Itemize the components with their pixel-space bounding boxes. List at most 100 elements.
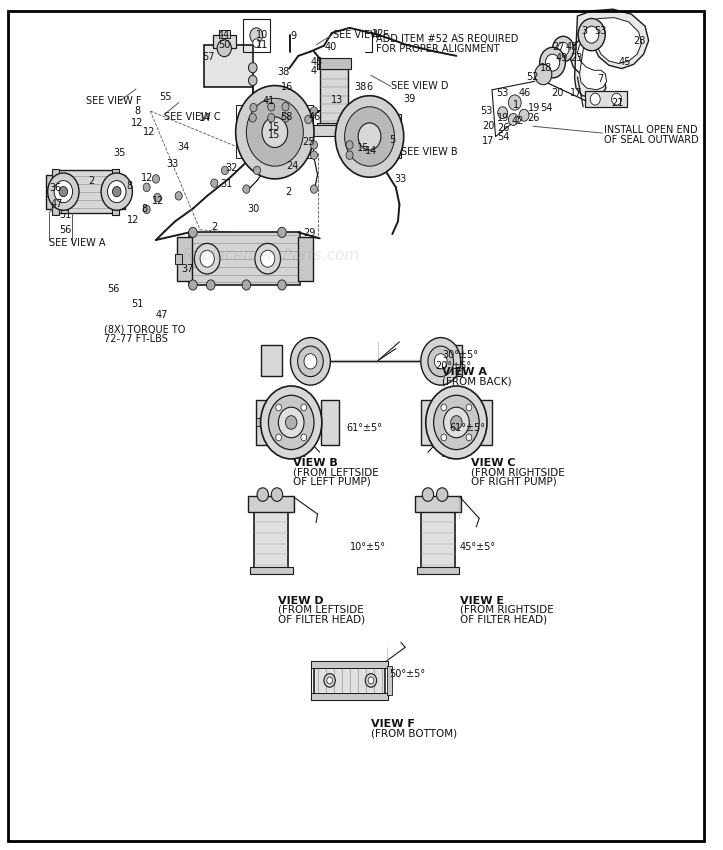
Circle shape [254, 166, 260, 174]
Circle shape [194, 243, 220, 274]
Circle shape [335, 96, 403, 177]
Circle shape [444, 407, 469, 438]
Text: 46: 46 [308, 112, 320, 122]
Text: 31: 31 [220, 179, 232, 189]
Bar [58, 170, 114, 212]
Circle shape [585, 26, 599, 43]
Bar [218, 30, 230, 38]
Text: 18: 18 [539, 63, 552, 73]
Text: 12: 12 [131, 118, 143, 127]
Text: 16: 16 [281, 82, 293, 93]
Circle shape [450, 416, 462, 429]
Bar [311, 125, 340, 137]
Circle shape [207, 280, 215, 290]
Text: 15: 15 [356, 143, 369, 152]
Text: 72-77 FT-LBS: 72-77 FT-LBS [104, 334, 168, 344]
Circle shape [301, 434, 307, 441]
Text: 17: 17 [482, 136, 495, 145]
Text: 24: 24 [286, 162, 299, 171]
Text: SEE VIEW C: SEE VIEW C [164, 112, 221, 122]
Bar [421, 508, 455, 570]
Bar [249, 496, 294, 512]
Text: 50°±5°: 50°±5° [389, 669, 425, 678]
Circle shape [437, 488, 448, 502]
Text: 12: 12 [127, 215, 140, 224]
Circle shape [545, 54, 560, 71]
Text: 43: 43 [310, 57, 322, 67]
Bar [311, 693, 388, 700]
Text: 2: 2 [88, 176, 95, 185]
Text: ReplacementParts.com: ReplacementParts.com [183, 248, 360, 263]
Bar [311, 661, 388, 668]
Circle shape [310, 151, 317, 160]
Text: 44: 44 [218, 30, 230, 40]
Text: (FROM RIGHTSIDE: (FROM RIGHTSIDE [471, 468, 565, 478]
Text: 3: 3 [581, 26, 587, 37]
Circle shape [466, 434, 472, 441]
Bar [175, 253, 182, 264]
Text: 8: 8 [126, 181, 132, 190]
Circle shape [282, 103, 289, 111]
Bar [321, 400, 339, 445]
Text: VIEW F: VIEW F [371, 719, 415, 728]
Text: 2: 2 [285, 188, 291, 197]
Text: OF FILTER HEAD): OF FILTER HEAD) [460, 615, 547, 625]
Circle shape [255, 243, 281, 274]
Circle shape [590, 94, 600, 105]
Circle shape [291, 337, 330, 385]
Circle shape [539, 48, 565, 78]
Text: 20°±5°: 20°±5° [435, 361, 471, 371]
Text: 13: 13 [331, 95, 343, 105]
Text: 42: 42 [512, 116, 524, 126]
Text: SEE VIEW D: SEE VIEW D [391, 82, 448, 92]
Text: 53: 53 [496, 88, 509, 99]
Text: 51: 51 [131, 299, 143, 309]
Circle shape [268, 103, 275, 111]
Text: VIEW B: VIEW B [293, 458, 338, 468]
Text: 53: 53 [594, 26, 606, 37]
Bar [387, 666, 393, 694]
Text: 28: 28 [633, 37, 646, 47]
Circle shape [535, 65, 552, 85]
Circle shape [310, 184, 317, 193]
Circle shape [48, 173, 79, 210]
Text: 8: 8 [134, 106, 141, 116]
Text: SEE VIEW F: SEE VIEW F [86, 96, 142, 106]
Circle shape [368, 677, 374, 684]
Text: ADD ITEM #52 AS REQUIRED: ADD ITEM #52 AS REQUIRED [376, 34, 518, 44]
Circle shape [271, 488, 283, 502]
Bar [177, 236, 192, 280]
Bar [585, 92, 628, 107]
Circle shape [200, 250, 214, 267]
Text: 10: 10 [256, 30, 268, 40]
Bar [243, 110, 312, 154]
Circle shape [253, 39, 260, 48]
Text: 56: 56 [59, 224, 72, 235]
Bar [112, 174, 124, 208]
Text: 52: 52 [526, 72, 539, 82]
Text: (8X) TORQUE TO: (8X) TORQUE TO [104, 324, 185, 334]
Bar [118, 187, 125, 196]
Text: 33: 33 [395, 174, 407, 184]
Text: 30°±5°: 30°±5° [442, 350, 478, 360]
Text: 12: 12 [143, 128, 155, 137]
Circle shape [346, 141, 353, 150]
Circle shape [217, 40, 231, 57]
Circle shape [143, 183, 150, 191]
Text: 51: 51 [59, 210, 72, 219]
Text: (FROM BACK): (FROM BACK) [442, 377, 512, 387]
Circle shape [304, 354, 317, 369]
Bar [236, 105, 312, 158]
Circle shape [345, 107, 395, 166]
Text: 2: 2 [211, 222, 218, 232]
Circle shape [257, 488, 268, 502]
Circle shape [154, 193, 161, 201]
Circle shape [143, 205, 150, 213]
Circle shape [189, 280, 197, 290]
Text: 14: 14 [199, 113, 211, 122]
Circle shape [250, 104, 257, 112]
Circle shape [552, 37, 574, 62]
Text: 22: 22 [371, 29, 383, 39]
Circle shape [434, 395, 479, 450]
Text: 23: 23 [570, 54, 583, 64]
